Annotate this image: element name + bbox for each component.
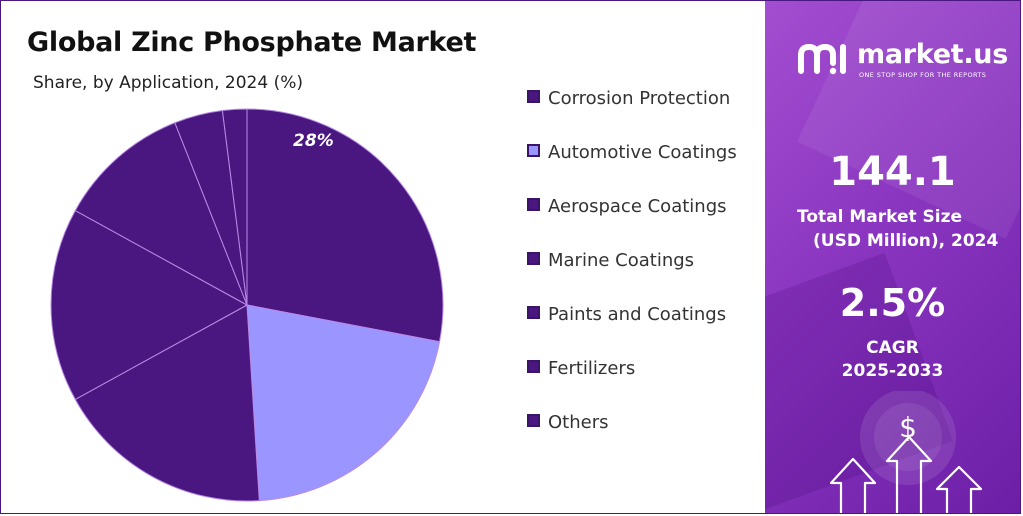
market-us-logo-icon	[798, 43, 846, 75]
chart-panel: Global Zinc Phosphate Market Share, by A…	[1, 1, 763, 513]
cagr-label: CAGR	[866, 338, 919, 358]
pie-slice-paints-and-coatings	[74, 122, 248, 307]
legend-label: Corrosion Protection	[548, 88, 731, 109]
market-size-label: Total Market Size	[797, 207, 963, 227]
dollar-sign-icon: $	[899, 411, 917, 444]
legend-swatch	[527, 144, 540, 157]
legend-swatch	[527, 306, 540, 319]
background-shape	[797, 1, 1020, 239]
pie-slice-aerospace-coatings	[74, 304, 260, 502]
legend-label: Aerospace Coatings	[548, 196, 727, 217]
legend-swatch	[527, 198, 540, 211]
cagr-period: 2025-2033	[841, 361, 944, 381]
data-label: 28%	[293, 131, 334, 151]
brand-tagline: ONE STOP SHOP FOR THE REPORTS	[859, 71, 987, 79]
legend-label: Paints and Coatings	[548, 304, 727, 325]
legend-label: Fertilizers	[548, 358, 636, 379]
legend-swatch	[527, 90, 540, 103]
brand-logo: market.us ONE STOP SHOP FOR THE REPORTS	[797, 39, 1008, 81]
chart-title: Global Zinc Phosphate Market	[27, 27, 477, 58]
pie-slice-others	[221, 108, 248, 306]
legend-label: Marine Coatings	[548, 250, 695, 271]
legend-swatch	[527, 360, 540, 373]
summary-panel: market.us ONE STOP SHOP FOR THE REPORTS …	[765, 1, 1020, 513]
growth-arrows-icon: $	[829, 391, 983, 513]
pie-slice-corrosion-protection	[246, 108, 444, 343]
legend-label: Automotive Coatings	[548, 142, 737, 163]
pie-slice-marine-coatings	[50, 209, 249, 401]
pie-slice-automotive-coatings	[246, 304, 441, 502]
pie-chart: 28%	[50, 108, 444, 502]
legend-label: Others	[548, 412, 609, 433]
cagr-value: 2.5%	[839, 281, 946, 325]
legend-swatch	[527, 252, 540, 265]
market-size-value: 144.1	[829, 149, 956, 195]
chart-subtitle: Share, by Application, 2024 (%)	[33, 73, 303, 93]
legend-swatch	[527, 414, 540, 427]
market-size-label-unit: (USD Million), 2024	[813, 231, 999, 251]
brand-name: market.us	[857, 39, 1008, 70]
